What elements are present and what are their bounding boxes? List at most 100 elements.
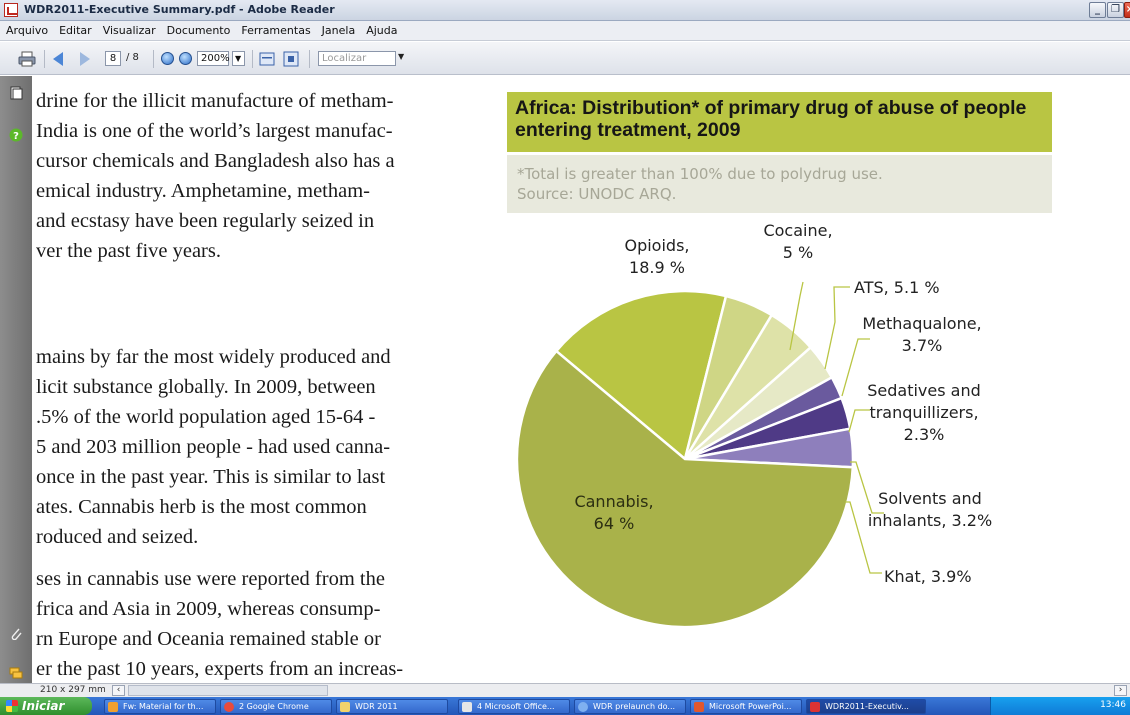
body-text-line: mains by far the most widely produced an… bbox=[36, 346, 391, 368]
body-text-line: rn Europe and Oceania remained stable or bbox=[36, 628, 381, 650]
body-text-line: er the past 10 years, experts from an in… bbox=[36, 658, 404, 680]
menu-ferramentas[interactable]: Ferramentas bbox=[241, 24, 311, 37]
slice-label: ATS, 5.1 % bbox=[854, 278, 940, 297]
menu-editar[interactable]: Editar bbox=[59, 24, 92, 37]
pie-slice bbox=[554, 289, 728, 462]
body-text-line: ver the past five years. bbox=[36, 240, 221, 262]
navigation-panel: ? bbox=[0, 76, 32, 683]
start-button[interactable]: Iniciar bbox=[0, 697, 92, 715]
pie-chart: Opioids, 18.9 % Cocaine, 5 % ATS, 5.1 % Metha… bbox=[515, 221, 992, 629]
body-text-line: ates. Cannabis herb is the most common bbox=[36, 496, 367, 518]
restore-button[interactable]: ❐ bbox=[1107, 2, 1124, 18]
taskbar-item-active[interactable]: WDR2011-Executiv... bbox=[806, 699, 926, 714]
zoom-in-icon[interactable] bbox=[179, 52, 192, 65]
adobe-reader-icon bbox=[810, 702, 820, 712]
scroll-left-button[interactable]: ‹ bbox=[112, 685, 125, 696]
body-text-line: licit substance globally. In 2009, betwe… bbox=[36, 376, 376, 398]
chart-footnote: *Total is greater than 100% due to polyd… bbox=[517, 165, 883, 183]
pages-icon[interactable] bbox=[9, 86, 23, 100]
horizontal-scrollbar[interactable] bbox=[128, 685, 328, 696]
slice-label: Opioids, 18.9 % bbox=[624, 236, 689, 277]
body-text-line: roduced and seized. bbox=[36, 526, 199, 548]
menu-ajuda[interactable]: Ajuda bbox=[366, 24, 398, 37]
slice-label: Methaqualone, 3.7% bbox=[862, 314, 981, 355]
fit-page-icon[interactable] bbox=[283, 51, 301, 67]
attachment-icon[interactable] bbox=[9, 626, 23, 641]
zoom-dropdown-icon[interactable]: ▼ bbox=[232, 51, 245, 66]
leader-line bbox=[848, 409, 870, 433]
body-text-line: India is one of the world’s largest manu… bbox=[36, 120, 393, 142]
chart-title-banner: Africa: Distribution* of primary drug of… bbox=[507, 92, 1052, 152]
chart-source: Source: UNODC ARQ. bbox=[517, 185, 677, 203]
fit-width-icon[interactable] bbox=[259, 51, 277, 67]
menu-bar: Arquivo Editar Visualizar Documento Ferramen… bbox=[0, 21, 1130, 41]
next-page-icon[interactable] bbox=[80, 52, 98, 68]
slice-label: Cocaine, 5 % bbox=[763, 221, 832, 262]
powerpoint-icon bbox=[694, 702, 704, 712]
body-text-line: .5% of the world population aged 15-64 - bbox=[36, 406, 376, 428]
chrome-icon bbox=[224, 702, 234, 712]
toolbar-separator bbox=[252, 50, 253, 68]
slice-label: Solvents and inhalants, 3.2% bbox=[868, 489, 992, 530]
page-size-label: 210 x 297 mm bbox=[40, 685, 106, 695]
comments-icon[interactable] bbox=[9, 666, 23, 680]
chart-note-box: *Total is greater than 100% due to polyd… bbox=[507, 155, 1052, 213]
start-label: Iniciar bbox=[22, 699, 65, 713]
search-dropdown-icon[interactable]: ▼ bbox=[398, 52, 405, 61]
slice-label: Sedatives and tranquillizers, 2.3% bbox=[867, 381, 981, 444]
browser-icon bbox=[578, 702, 588, 712]
chart-title: Africa: Distribution* of primary drug of… bbox=[515, 97, 1027, 141]
page-total: / 8 bbox=[126, 52, 139, 63]
system-tray: 13:46 bbox=[990, 697, 1130, 715]
body-text-line: emical industry. Amphetamine, metham- bbox=[36, 180, 370, 202]
body-text-line: and ecstasy have been regularly seized i… bbox=[36, 210, 375, 232]
svg-text:?: ? bbox=[13, 131, 19, 142]
close-button[interactable]: × bbox=[1124, 2, 1130, 18]
pie-slice bbox=[515, 349, 855, 629]
taskbar-item[interactable]: 2 Google Chrome bbox=[220, 699, 332, 714]
office-icon bbox=[462, 702, 472, 712]
previous-page-icon[interactable] bbox=[53, 52, 71, 68]
status-bar: 210 x 297 mm ‹ › bbox=[0, 683, 1130, 697]
menu-visualizar[interactable]: Visualizar bbox=[102, 24, 156, 37]
windows-logo-icon bbox=[6, 700, 18, 712]
menu-documento[interactable]: Documento bbox=[166, 24, 231, 37]
taskbar-item[interactable]: WDR prelaunch do... bbox=[574, 699, 686, 714]
search-input[interactable]: Localizar bbox=[318, 51, 396, 66]
mail-icon bbox=[108, 702, 118, 712]
toolbar-separator bbox=[309, 50, 310, 68]
leader-line bbox=[850, 461, 884, 514]
menu-arquivo[interactable]: Arquivo bbox=[6, 24, 49, 37]
body-text-line: frica and Asia in 2009, whereas consump- bbox=[36, 598, 381, 620]
print-icon[interactable] bbox=[18, 51, 36, 67]
menu-janela[interactable]: Janela bbox=[321, 24, 356, 37]
leader-line bbox=[789, 281, 804, 351]
taskbar: Iniciar Fw: Material for th... 2 Google … bbox=[0, 697, 1130, 715]
toolbar-separator bbox=[153, 50, 154, 68]
page-number-input[interactable]: 8 bbox=[105, 51, 121, 66]
taskbar-item[interactable]: Microsoft PowerPoi... bbox=[690, 699, 802, 714]
body-text-line: cursor chemicals and Bangladesh also has… bbox=[36, 150, 395, 172]
taskbar-item[interactable]: WDR 2011 bbox=[336, 699, 448, 714]
toolbar: 8 / 8 200% ▼ Localizar ▼ bbox=[0, 42, 1130, 75]
zoom-input[interactable]: 200% bbox=[197, 51, 230, 66]
window-title: WDR2011-Executive Summary.pdf - Adobe Re… bbox=[24, 3, 335, 16]
minimize-button[interactable]: _ bbox=[1089, 2, 1106, 18]
slice-label: Cannabis, 64 % bbox=[574, 492, 653, 533]
body-text-line: 5 and 203 million people - had used cann… bbox=[36, 436, 391, 458]
taskbar-item[interactable]: Fw: Material for th... bbox=[104, 699, 216, 714]
scroll-right-button[interactable]: › bbox=[1114, 685, 1127, 696]
folder-icon bbox=[340, 702, 350, 712]
help-icon[interactable]: ? bbox=[9, 128, 23, 142]
taskbar-item[interactable]: 4 Microsoft Office... bbox=[458, 699, 570, 714]
toolbar-separator bbox=[44, 50, 45, 68]
leader-line bbox=[845, 501, 882, 574]
body-text-line: drine for the illicit manufacture of met… bbox=[36, 90, 394, 112]
leader-line bbox=[824, 286, 850, 370]
document-view[interactable]: drine for the illicit manufacture of met… bbox=[32, 76, 1130, 683]
zoom-out-icon[interactable] bbox=[161, 52, 174, 65]
clock: 13:46 bbox=[1100, 700, 1126, 710]
adobe-reader-icon bbox=[4, 3, 18, 17]
slice-label: Khat, 3.9% bbox=[884, 567, 972, 586]
leader-line bbox=[841, 338, 870, 397]
